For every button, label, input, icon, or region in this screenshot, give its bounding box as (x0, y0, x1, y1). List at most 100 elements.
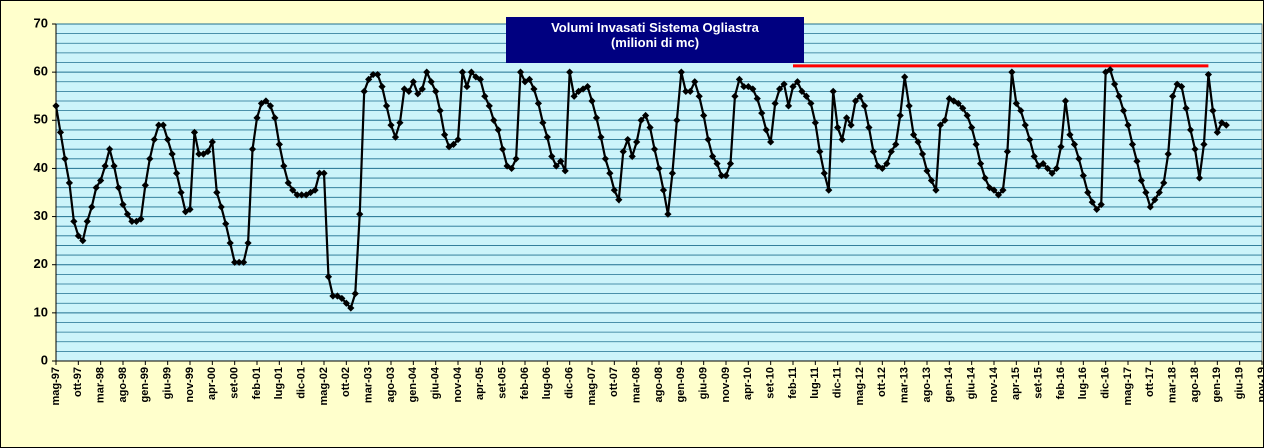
data-point (914, 138, 922, 146)
data-point (901, 73, 909, 81)
x-tick-label: nov-99 (184, 367, 196, 402)
data-point (481, 92, 489, 100)
plot-area (55, 23, 1263, 362)
data-point (977, 160, 985, 168)
data-point (356, 210, 364, 218)
data-point (307, 188, 315, 197)
data-point (954, 99, 962, 108)
data-point (499, 145, 507, 153)
y-tick-label: 20 (34, 256, 48, 271)
data-point (624, 135, 632, 144)
data-point (579, 85, 587, 93)
data-point (1079, 172, 1087, 180)
data-point (1048, 169, 1056, 177)
x-tick-label: giu-99 (162, 367, 174, 399)
data-point (248, 145, 257, 153)
data-point (128, 217, 136, 225)
data-point (1151, 196, 1159, 204)
data-point (896, 111, 904, 120)
data-point (811, 119, 819, 127)
data-point (177, 188, 185, 197)
data-point (70, 217, 78, 225)
data-point (101, 162, 109, 170)
data-point (1164, 150, 1172, 158)
data-point (476, 75, 484, 83)
data-point (168, 150, 176, 158)
x-tick-label: set-05 (497, 367, 509, 399)
x-tick-label: nov-04 (452, 366, 464, 402)
data-point (391, 133, 400, 141)
data-point (686, 87, 694, 95)
data-point (789, 82, 797, 91)
data-point (1155, 188, 1163, 197)
data-point (1195, 174, 1204, 182)
data-point (266, 102, 274, 110)
data-point (396, 119, 404, 127)
data-point (1178, 82, 1186, 91)
data-point (682, 87, 690, 95)
data-point (910, 131, 918, 139)
data-point (601, 155, 609, 163)
x-tick-label: set-15 (1033, 367, 1045, 399)
data-point (668, 169, 676, 177)
data-point (503, 162, 511, 170)
data-point (1186, 126, 1195, 134)
data-point (1200, 140, 1208, 148)
data-point (1191, 145, 1199, 153)
data-point (1111, 80, 1119, 88)
data-point (65, 179, 73, 187)
data-point (79, 237, 87, 245)
data-point (315, 169, 324, 177)
x-tick-label: mag-12 (854, 367, 866, 406)
data-point (1097, 200, 1105, 209)
data-point (816, 147, 824, 156)
x-tick-label: dic-06 (564, 367, 576, 399)
data-point (713, 160, 721, 168)
data-point (927, 176, 936, 185)
data-point (561, 167, 569, 175)
x-tick-label: dic-11 (832, 367, 844, 398)
data-point (61, 155, 69, 163)
data-point (633, 138, 641, 146)
data-point (999, 186, 1007, 194)
data-point (637, 116, 645, 124)
data-point (1119, 107, 1128, 115)
data-point (516, 68, 525, 76)
data-point (1003, 147, 1011, 156)
data-point (731, 92, 739, 100)
data-point (240, 258, 248, 266)
x-tick-label: feb-01 (251, 367, 263, 399)
data-point (204, 147, 212, 156)
data-point (342, 299, 350, 307)
data-point (423, 68, 431, 76)
x-tick-label: apr-05 (474, 367, 486, 400)
title-box: Volumi Invasati Sistema Ogliastra (milio… (506, 17, 804, 63)
x-tick-label: feb-06 (519, 367, 531, 399)
data-point (302, 191, 310, 199)
data-point (941, 116, 949, 124)
data-point (1057, 143, 1065, 151)
data-point (1039, 160, 1047, 168)
data-point (659, 186, 668, 194)
data-point (432, 87, 440, 95)
data-point (280, 162, 288, 170)
data-point (141, 181, 149, 189)
data-point (735, 75, 743, 83)
data-point (485, 102, 493, 110)
data-point (231, 258, 239, 266)
data-point (1128, 140, 1137, 148)
x-tick-label: apr-00 (206, 367, 218, 400)
data-point (695, 92, 703, 100)
x-tick-label: mag-02 (318, 367, 330, 406)
data-point (691, 78, 699, 86)
data-point (378, 82, 386, 91)
data-point (892, 140, 900, 148)
x-tick-label: gen-04 (407, 366, 419, 402)
data-point (226, 239, 234, 247)
data-point (409, 78, 417, 86)
y-tick-label: 40 (34, 160, 48, 175)
data-point (963, 111, 971, 120)
data-point (365, 75, 373, 83)
x-tick-label: set-10 (765, 367, 777, 399)
data-point (762, 126, 770, 134)
